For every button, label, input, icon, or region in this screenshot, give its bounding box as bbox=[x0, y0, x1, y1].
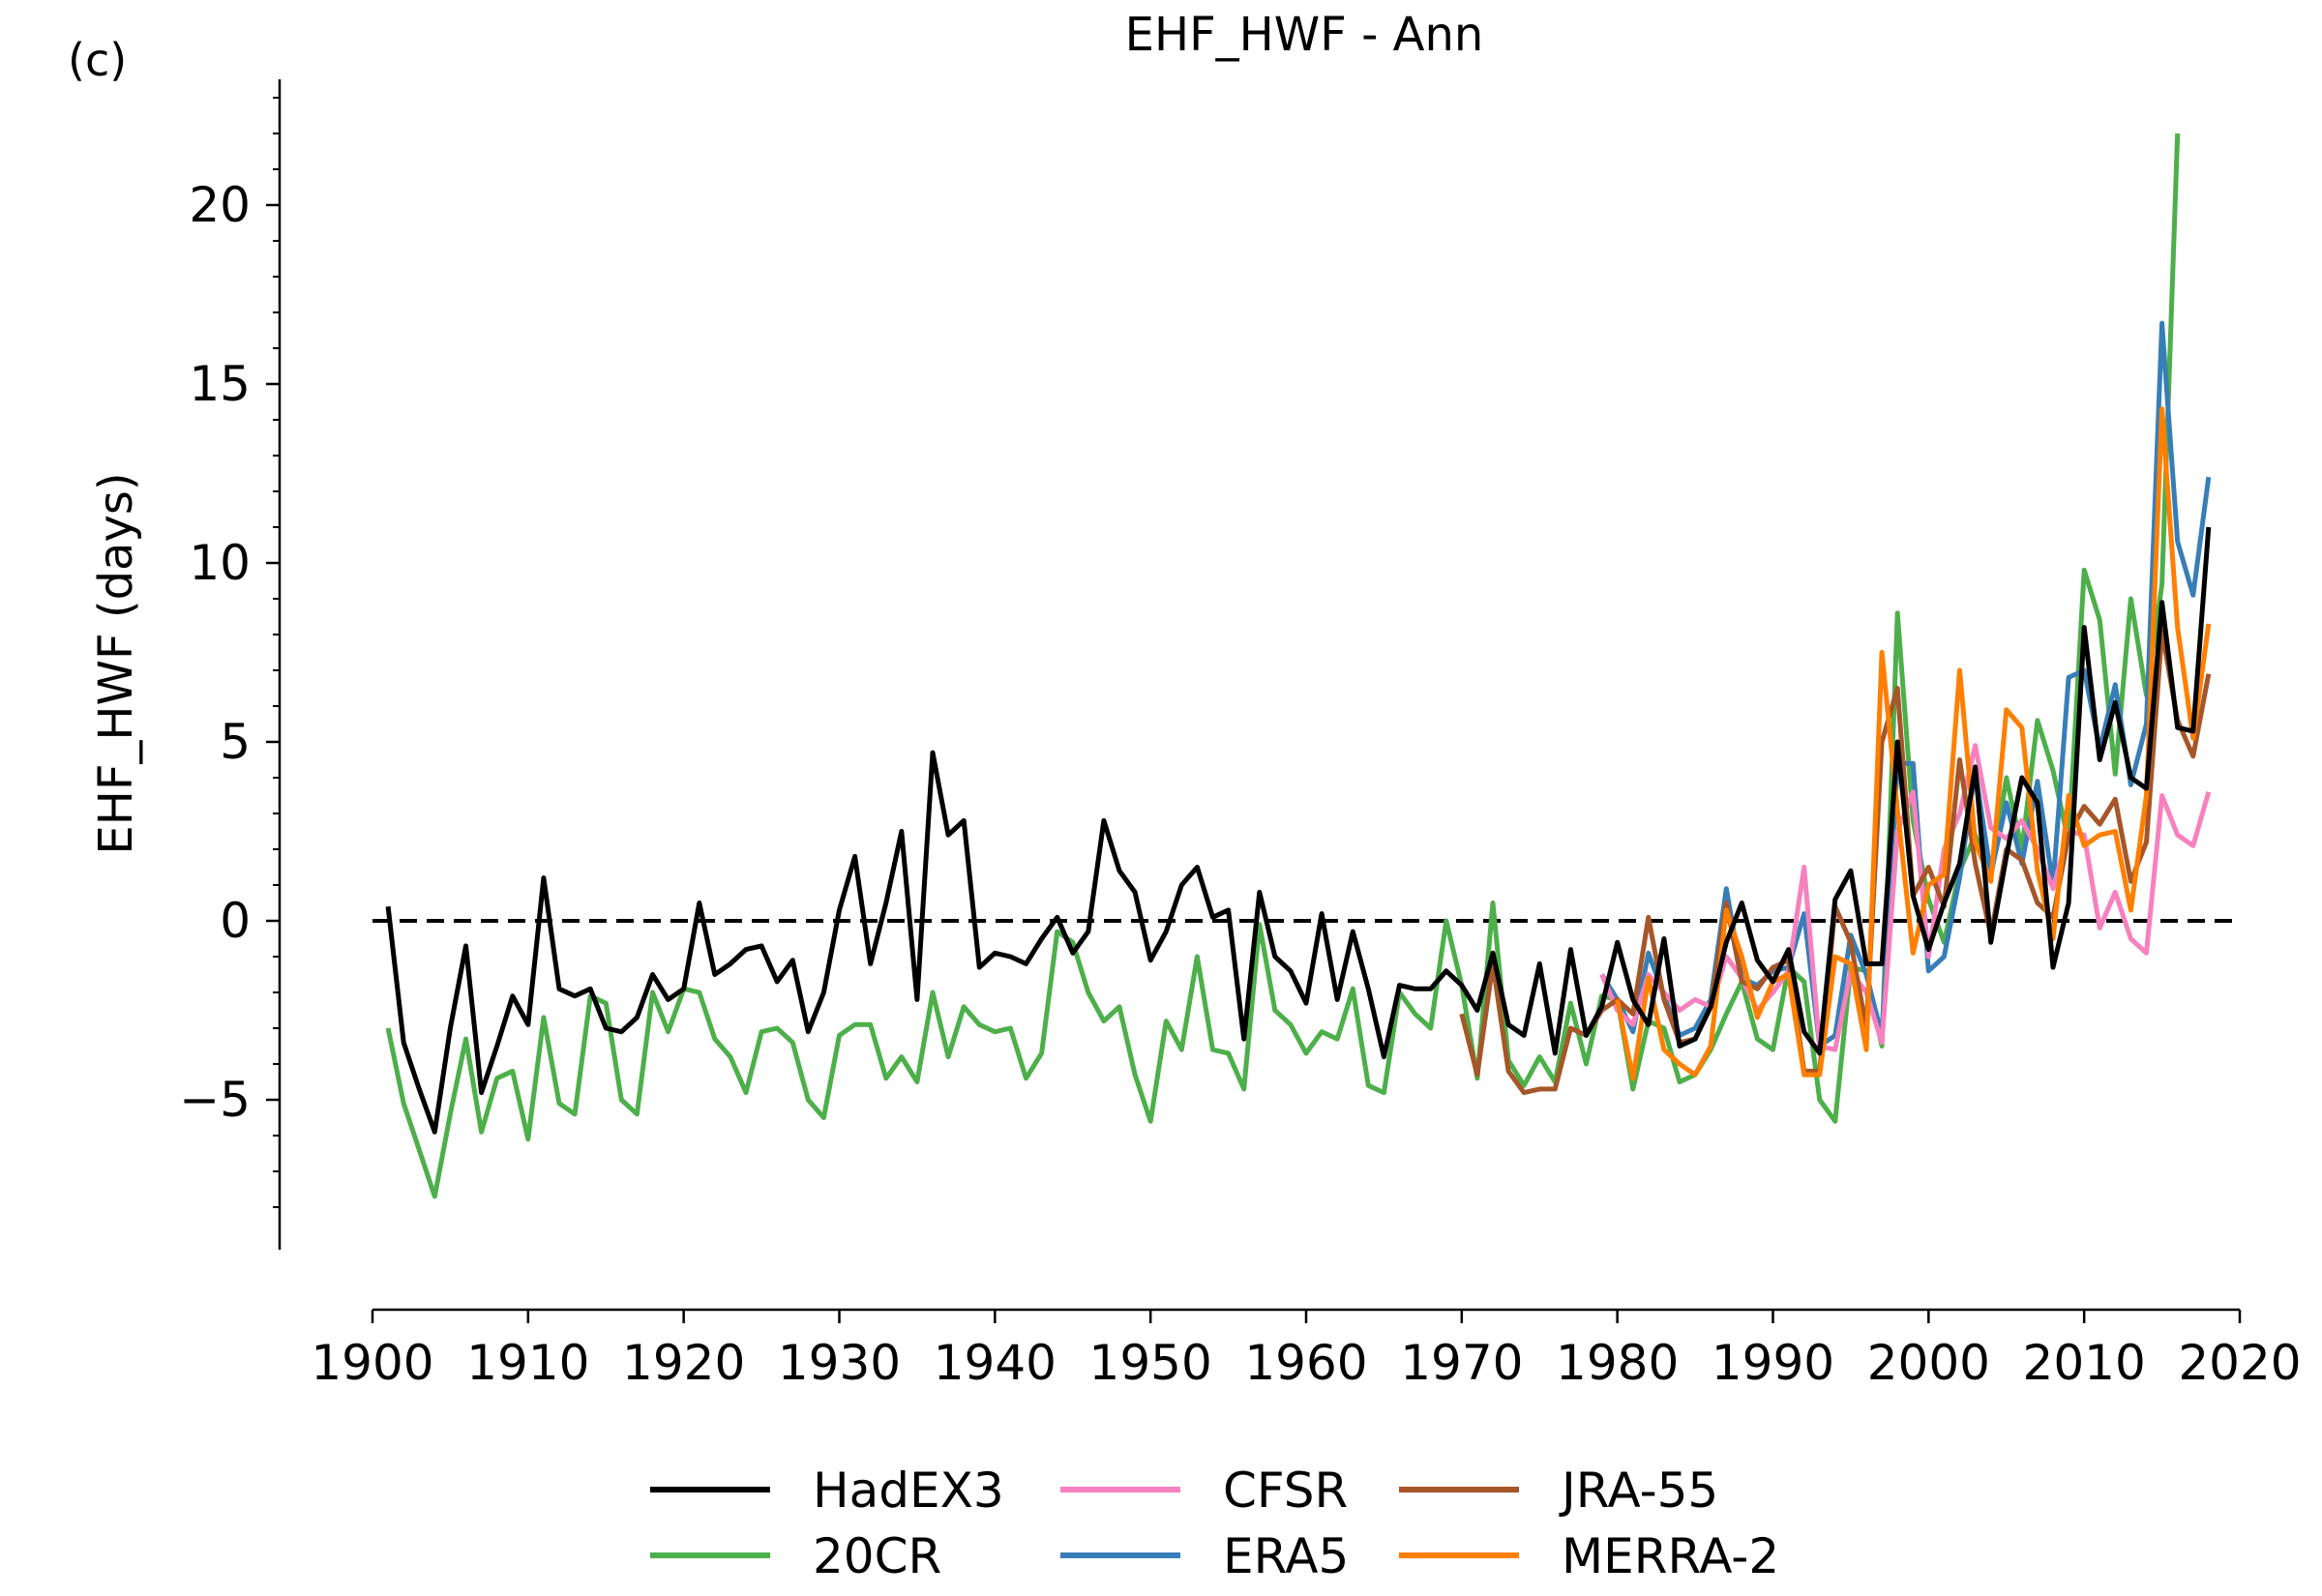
legend-label: HadEX3 bbox=[813, 1463, 1004, 1519]
x-tick-label: 1960 bbox=[1244, 1335, 1367, 1391]
legend-label: JRA-55 bbox=[1559, 1463, 1718, 1519]
x-tick-label: 1980 bbox=[1556, 1335, 1679, 1391]
y-tick-label: 5 bbox=[220, 714, 251, 770]
x-tick-label: 1940 bbox=[934, 1335, 1057, 1391]
x-tick-label: 1990 bbox=[1712, 1335, 1834, 1391]
x-axis: 1900 1910 1920 1930 1940 1950 1960 1970 1980 1990… bbox=[311, 1308, 2302, 1391]
x-tick-label: 2020 bbox=[2178, 1335, 2301, 1391]
y-tick-label: 0 bbox=[220, 893, 251, 949]
x-tick-label: 1920 bbox=[622, 1335, 745, 1391]
legend-label: 20CR bbox=[813, 1528, 941, 1584]
x-tick-label: 1970 bbox=[1400, 1335, 1523, 1391]
y-tick-label: 20 bbox=[189, 177, 251, 233]
x-tick-label: 1950 bbox=[1089, 1335, 1212, 1391]
x-tick-label: 1930 bbox=[778, 1335, 901, 1391]
x-tick-label: 2000 bbox=[1867, 1335, 1990, 1391]
legend-label: CFSR bbox=[1223, 1463, 1348, 1519]
x-tick-label: 2010 bbox=[2023, 1335, 2146, 1391]
x-tick-label: 1900 bbox=[311, 1335, 433, 1391]
y-axis: −5 0 5 10 15 20 bbox=[179, 79, 282, 1250]
series-layer bbox=[385, 133, 2212, 1199]
legend-label: ERA5 bbox=[1223, 1528, 1349, 1584]
chart-title: EHF_HWF - Ann bbox=[1125, 8, 1484, 62]
y-tick-label: 15 bbox=[189, 356, 251, 412]
legend: HadEX3 CFSR JRA-55 20CR ERA5 MERRA-2 bbox=[650, 1463, 1779, 1584]
y-tick-label: −5 bbox=[179, 1072, 251, 1128]
y-tick-label: 10 bbox=[189, 535, 251, 591]
legend-label: MERRA-2 bbox=[1562, 1528, 1779, 1584]
series-line-20cr bbox=[385, 133, 2181, 1199]
series-line-merra-2 bbox=[1615, 406, 2212, 1081]
panel-label: (c) bbox=[68, 34, 127, 86]
x-tick-label: 1910 bbox=[466, 1335, 589, 1391]
series-line-hadex3 bbox=[385, 526, 2212, 1135]
y-axis-label: EHF_HWF (days) bbox=[89, 472, 143, 854]
